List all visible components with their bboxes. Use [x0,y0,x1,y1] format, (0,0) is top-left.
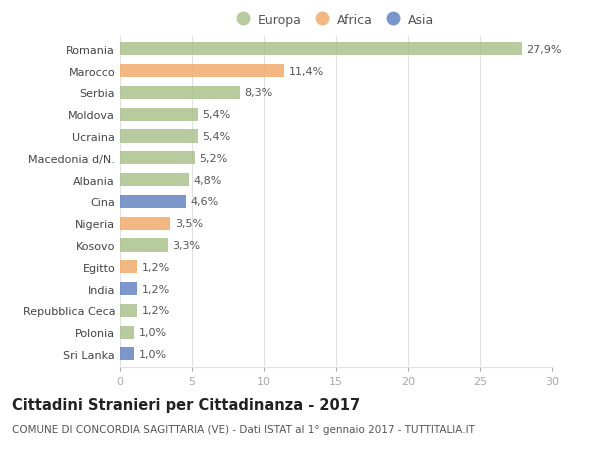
Text: 1,0%: 1,0% [139,327,167,337]
Text: 5,4%: 5,4% [202,132,230,142]
Bar [120,217,170,230]
Text: COMUNE DI CONCORDIA SAGITTARIA (VE) - Dati ISTAT al 1° gennaio 2017 - TUTTITALIA: COMUNE DI CONCORDIA SAGITTARIA (VE) - Da… [12,425,475,435]
Bar [120,152,195,165]
Text: 4,6%: 4,6% [191,197,219,207]
Bar [120,304,137,317]
Text: Cittadini Stranieri per Cittadinanza - 2017: Cittadini Stranieri per Cittadinanza - 2… [12,397,360,412]
Text: 27,9%: 27,9% [526,45,562,55]
Bar [120,239,167,252]
Text: 1,2%: 1,2% [142,284,170,294]
Bar [120,347,134,361]
Bar [120,65,284,78]
Text: 11,4%: 11,4% [289,67,324,77]
Text: 5,2%: 5,2% [199,153,227,163]
Bar [120,108,198,122]
Bar [120,87,239,100]
Bar [120,174,189,187]
Legend: Europa, Africa, Asia: Europa, Africa, Asia [234,10,438,30]
Text: 1,2%: 1,2% [142,306,170,316]
Bar [120,282,137,296]
Bar [120,43,522,56]
Text: 1,2%: 1,2% [142,262,170,272]
Text: 1,0%: 1,0% [139,349,167,359]
Text: 3,3%: 3,3% [172,241,200,251]
Bar [120,326,134,339]
Text: 4,8%: 4,8% [193,175,222,185]
Bar [120,130,198,143]
Text: 3,5%: 3,5% [175,218,203,229]
Bar [120,261,137,274]
Text: 5,4%: 5,4% [202,110,230,120]
Bar [120,196,186,208]
Text: 8,3%: 8,3% [244,88,272,98]
